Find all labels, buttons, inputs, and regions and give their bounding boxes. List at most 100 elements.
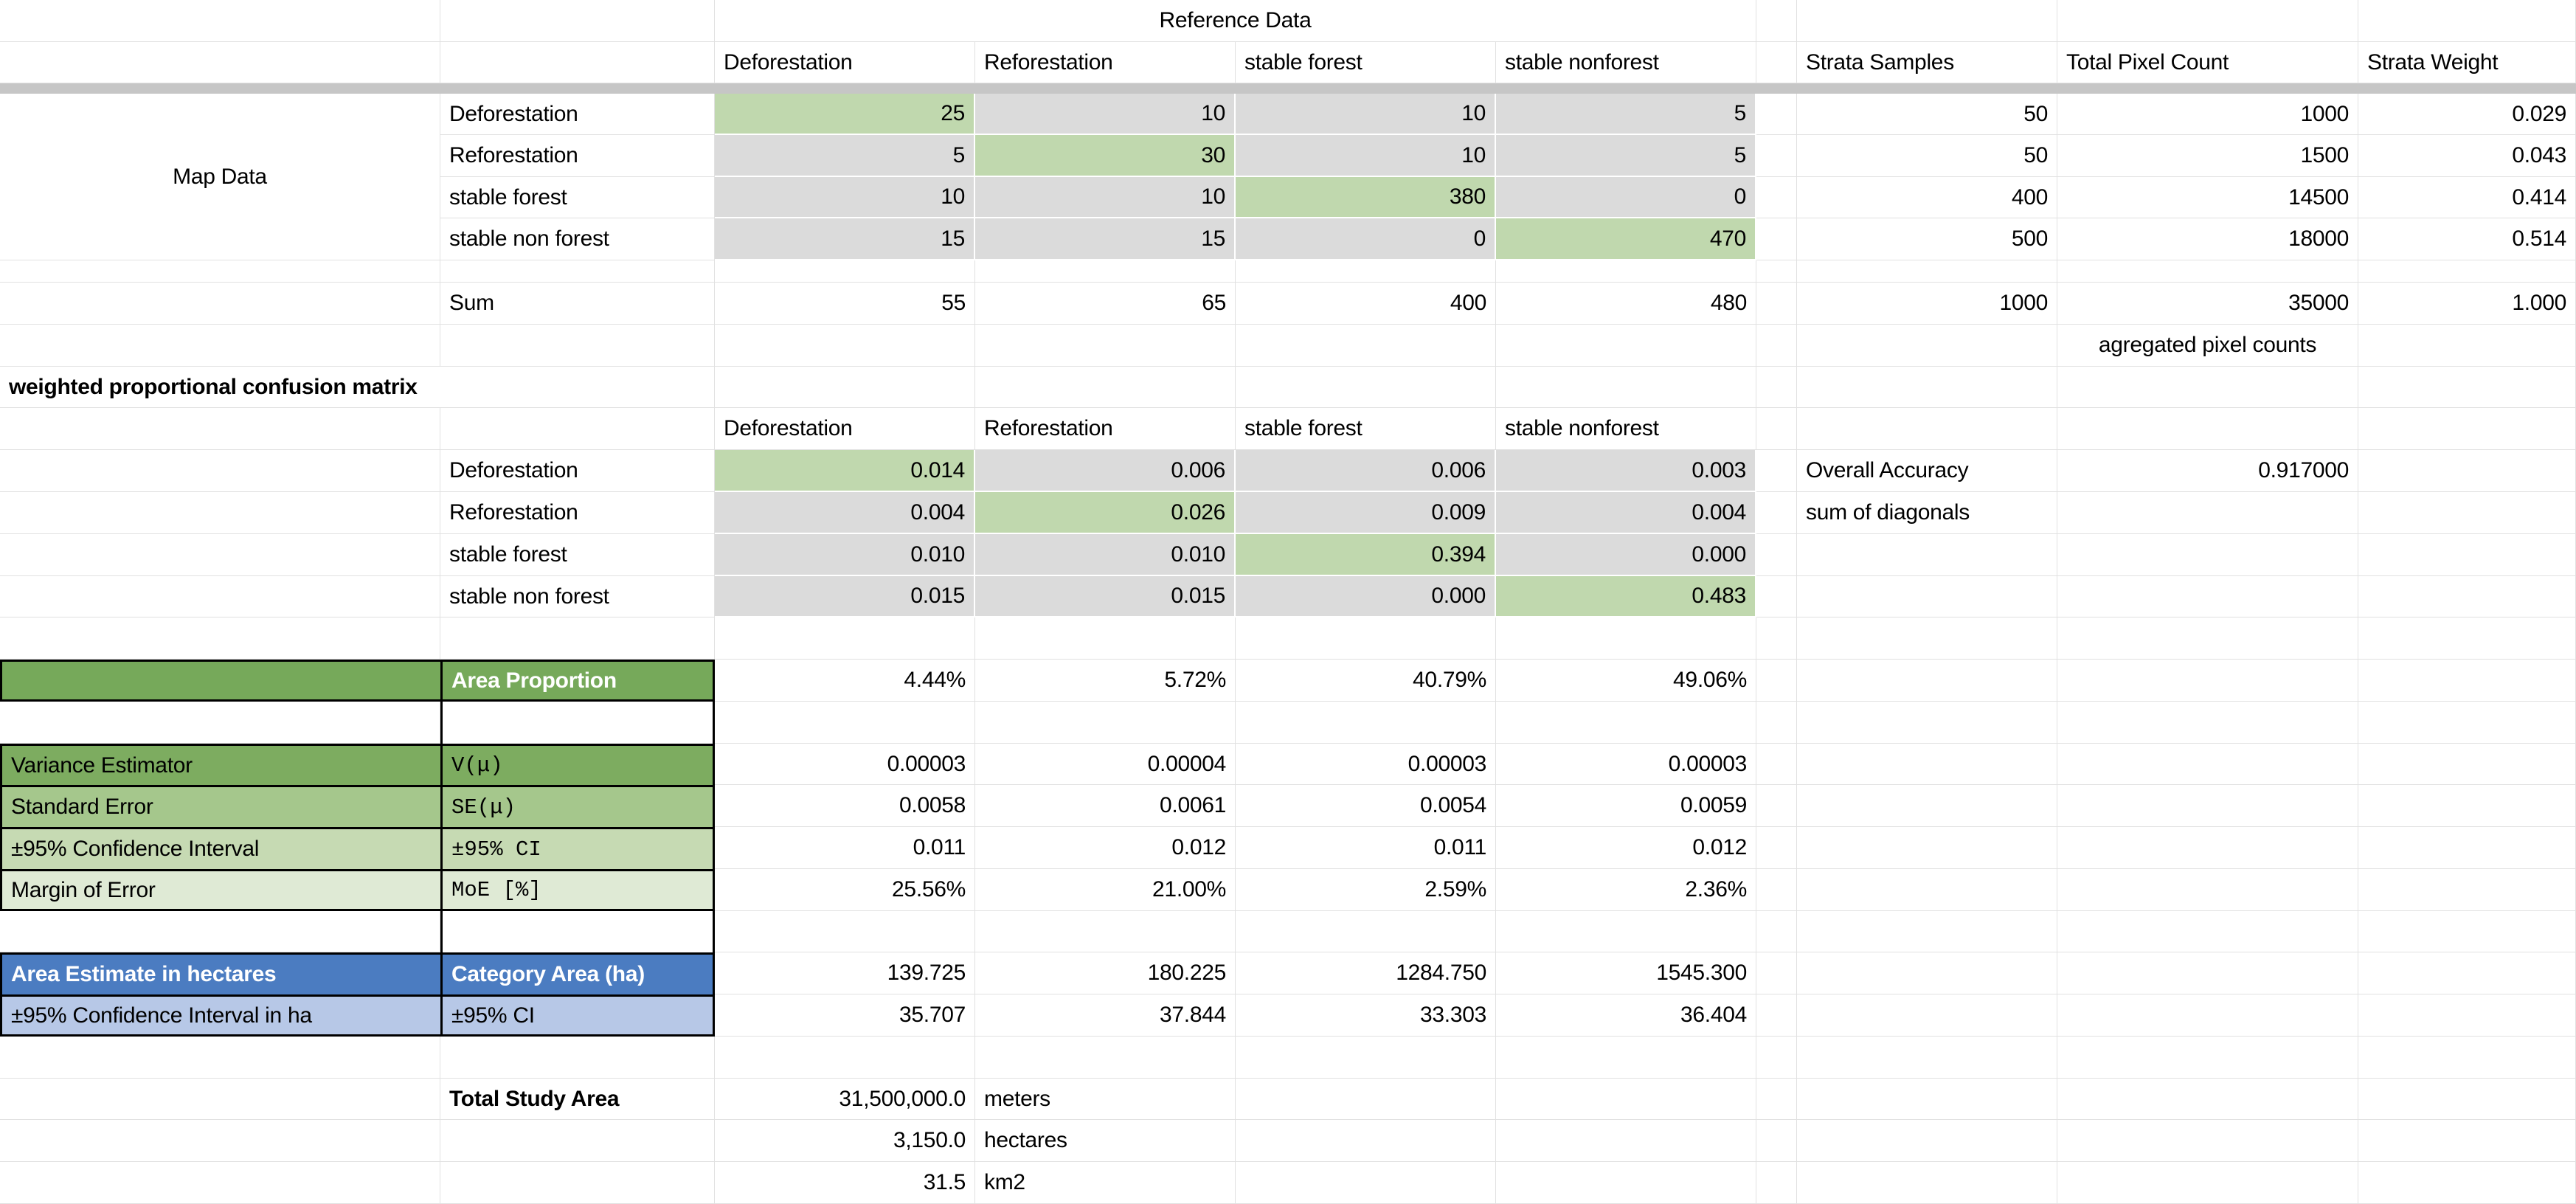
area-proportion-header[interactable]: Area Proportion: [0, 660, 715, 702]
cell-blank[interactable]: [1756, 952, 1797, 994]
ci-hectares-label[interactable]: ±95% Confidence Interval in ha: [11, 1003, 312, 1028]
cell-blank[interactable]: [2057, 827, 2358, 869]
total-area-hectares-value[interactable]: 3,150.0: [715, 1120, 975, 1162]
cell-blank[interactable]: [2358, 534, 2576, 576]
cell-blank[interactable]: [2057, 1120, 2358, 1162]
map-matrix-cell[interactable]: 10: [1236, 94, 1496, 135]
cell-blank[interactable]: [1797, 702, 2057, 744]
sum-value[interactable]: 55: [715, 283, 975, 325]
cell-blank[interactable]: [2358, 702, 2576, 744]
area-proportion-value[interactable]: 40.79%: [1236, 660, 1496, 702]
cell-blank[interactable]: [1797, 994, 2057, 1037]
confidence-interval-value[interactable]: 0.012: [975, 827, 1236, 869]
weighted-matrix-cell[interactable]: 0.009: [1236, 492, 1496, 534]
cell-blank[interactable]: [975, 911, 1236, 952]
sum-pixels[interactable]: 35000: [2057, 283, 2358, 325]
cell-blank-green[interactable]: [2, 662, 440, 699]
map-row-label[interactable]: stable non forest: [440, 218, 715, 260]
sum-value[interactable]: 400: [1236, 283, 1496, 325]
margin-of-error-value[interactable]: 21.00%: [975, 869, 1236, 911]
map-row-label[interactable]: Reforestation: [440, 135, 715, 177]
area-proportion-value[interactable]: 4.44%: [715, 660, 975, 702]
cell-blank[interactable]: [2358, 1037, 2576, 1079]
confidence-interval-symbol[interactable]: ±95% CI: [440, 829, 713, 869]
cell-blank[interactable]: [2057, 576, 2358, 617]
cell-blank[interactable]: [715, 1037, 975, 1079]
cell-blank[interactable]: [2057, 869, 2358, 911]
cell-blank[interactable]: [440, 260, 715, 283]
area-proportion-value[interactable]: 49.06%: [1496, 660, 1756, 702]
cell-blank[interactable]: [1797, 408, 2057, 450]
strata-weight-value[interactable]: 0.514: [2358, 218, 2576, 260]
cell-blank[interactable]: [2057, 1079, 2358, 1120]
weighted-row-label[interactable]: Deforestation: [440, 450, 715, 492]
confidence-interval-header[interactable]: ±95% Confidence Interval ±95% CI: [0, 827, 715, 869]
cell-blank[interactable]: [1756, 785, 1797, 827]
col-header-reforestation[interactable]: Reforestation: [975, 408, 1236, 450]
cell-blank[interactable]: [0, 1037, 440, 1079]
cell-blank[interactable]: [0, 325, 440, 367]
margin-of-error-label[interactable]: Margin of Error: [11, 877, 156, 902]
standard-error-value[interactable]: 0.0058: [715, 785, 975, 827]
cell-blank[interactable]: [715, 617, 975, 660]
category-area-label[interactable]: Category Area (ha): [440, 955, 713, 994]
cell-blank[interactable]: [1756, 660, 1797, 702]
cell-blank[interactable]: [2358, 785, 2576, 827]
cell-blank[interactable]: [715, 325, 975, 367]
cell-blank[interactable]: [0, 260, 440, 283]
cell-blank[interactable]: [1756, 1120, 1797, 1162]
cell-blank[interactable]: [975, 702, 1236, 744]
map-matrix-cell[interactable]: 15: [715, 218, 975, 260]
cell-blank[interactable]: [2358, 325, 2576, 367]
cell-blank[interactable]: [440, 42, 715, 83]
col-header-stable-forest[interactable]: stable forest: [1236, 408, 1496, 450]
cell-blank[interactable]: [440, 1037, 715, 1079]
cell-blank[interactable]: [440, 408, 715, 450]
cell-blank[interactable]: [0, 576, 440, 617]
area-estimate-label[interactable]: Area Estimate in hectares: [11, 962, 277, 986]
col-header-stable-nonforest[interactable]: stable nonforest: [1496, 42, 1756, 83]
standard-error-value[interactable]: 0.0059: [1496, 785, 1756, 827]
cell-blank[interactable]: [1756, 869, 1797, 911]
cell-blank[interactable]: [1756, 42, 1797, 83]
cell-blank[interactable]: [0, 534, 440, 576]
margin-of-error-value[interactable]: 2.59%: [1236, 869, 1496, 911]
cell-blank[interactable]: [0, 450, 440, 492]
cell-blank[interactable]: [1756, 177, 1797, 218]
cell-blank[interactable]: [2358, 744, 2576, 785]
cell-blank[interactable]: [1756, 283, 1797, 325]
total-area-meters-value[interactable]: 31,500,000.0: [715, 1079, 975, 1120]
confidence-interval-label[interactable]: ±95% Confidence Interval: [11, 837, 260, 861]
cell-blank[interactable]: [2358, 827, 2576, 869]
standard-error-symbol[interactable]: SE(μ): [440, 787, 713, 827]
cell-blank[interactable]: [1756, 827, 1797, 869]
cell-blank[interactable]: [2358, 0, 2576, 42]
cell-blank[interactable]: [1797, 534, 2057, 576]
cell-blank[interactable]: [2358, 1162, 2576, 1204]
cell-blank[interactable]: [715, 367, 975, 408]
total-area-km2-value[interactable]: 31.5: [715, 1162, 975, 1204]
variance-estimator-symbol[interactable]: V(μ): [440, 746, 713, 785]
cell-blank[interactable]: [0, 492, 440, 534]
cell-blank[interactable]: [1236, 325, 1496, 367]
cell-blank[interactable]: [2358, 492, 2576, 534]
cell-blank[interactable]: [1496, 1079, 1756, 1120]
cell-blank[interactable]: [1756, 702, 1797, 744]
weighted-matrix-cell[interactable]: 0.010: [975, 534, 1236, 576]
category-area-value[interactable]: 139.725: [715, 952, 975, 994]
cell-blank[interactable]: [1496, 911, 1756, 952]
cell-blank[interactable]: [1797, 260, 2057, 283]
standard-error-value[interactable]: 0.0061: [975, 785, 1236, 827]
cell-blank[interactable]: [975, 325, 1236, 367]
sum-value[interactable]: 65: [975, 283, 1236, 325]
weighted-row-label[interactable]: stable forest: [440, 534, 715, 576]
ci-hectares-value[interactable]: 35.707: [715, 994, 975, 1037]
sum-of-diagonals-note[interactable]: sum of diagonals: [1797, 492, 2057, 534]
cell-blank[interactable]: [2057, 952, 2358, 994]
cell-blank[interactable]: [975, 1037, 1236, 1079]
strata-weight-value[interactable]: 0.414: [2358, 177, 2576, 218]
cell-blank[interactable]: [0, 617, 440, 660]
weighted-matrix-cell[interactable]: 0.483: [1496, 576, 1756, 617]
weighted-matrix-cell[interactable]: 0.000: [1496, 534, 1756, 576]
cell-blank[interactable]: [2358, 994, 2576, 1037]
